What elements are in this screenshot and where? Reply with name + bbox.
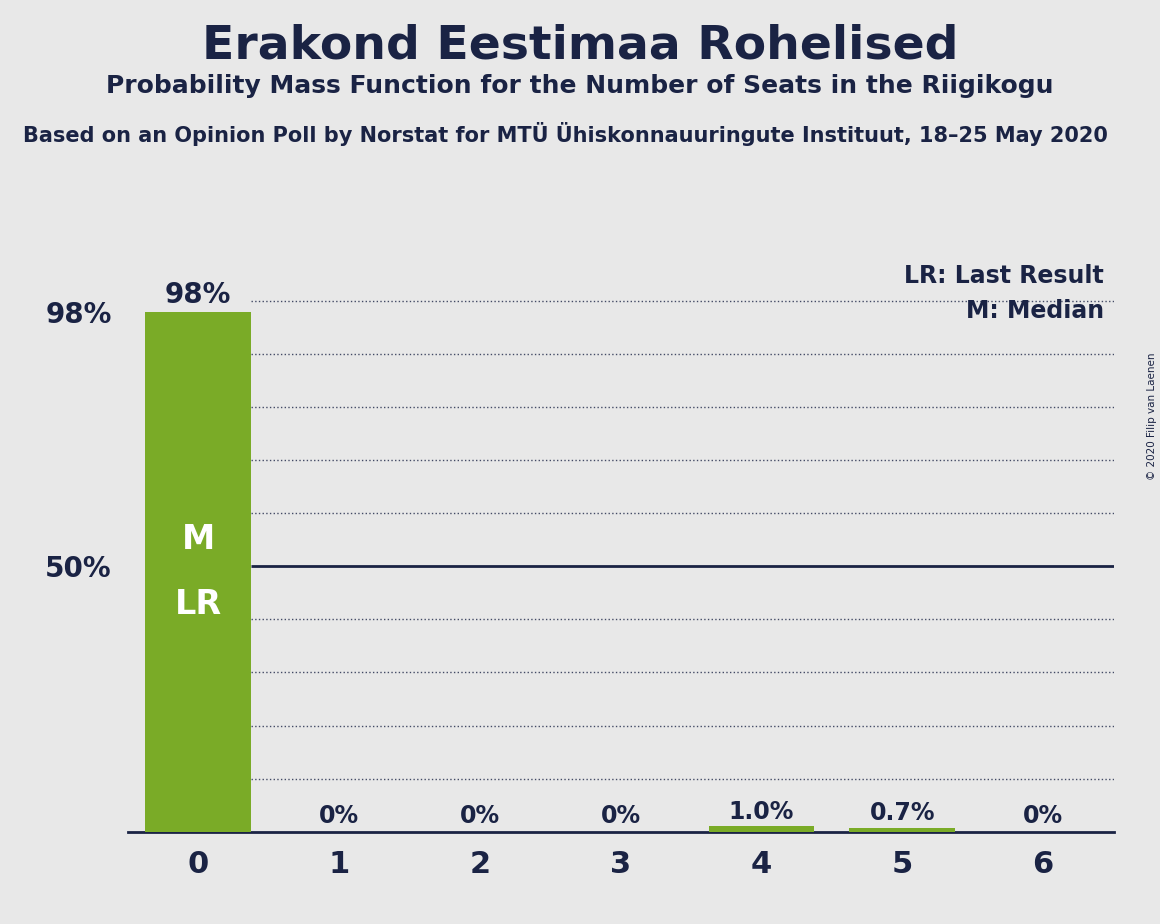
Text: 0%: 0% — [1023, 805, 1064, 829]
Text: © 2020 Filip van Laenen: © 2020 Filip van Laenen — [1147, 352, 1157, 480]
Text: 1.0%: 1.0% — [728, 799, 795, 823]
Text: 0.7%: 0.7% — [870, 801, 935, 825]
Text: 0%: 0% — [601, 805, 640, 829]
Text: M: M — [181, 523, 215, 555]
Text: LR: Last Result: LR: Last Result — [904, 264, 1103, 288]
Text: Erakond Eestimaa Rohelised: Erakond Eestimaa Rohelised — [202, 23, 958, 68]
Text: 0%: 0% — [319, 805, 358, 829]
Text: 98%: 98% — [165, 281, 231, 310]
Bar — [709, 826, 814, 832]
Text: LR: LR — [174, 588, 222, 621]
Text: M: Median: M: Median — [965, 298, 1103, 322]
Bar — [145, 311, 251, 832]
Text: Probability Mass Function for the Number of Seats in the Riigikogu: Probability Mass Function for the Number… — [107, 74, 1053, 98]
Text: 0%: 0% — [459, 805, 500, 829]
Text: Based on an Opinion Poll by Norstat for MTÜ Ühiskonnauuringute Instituut, 18–25 : Based on an Opinion Poll by Norstat for … — [23, 122, 1108, 146]
Bar — [849, 828, 955, 832]
